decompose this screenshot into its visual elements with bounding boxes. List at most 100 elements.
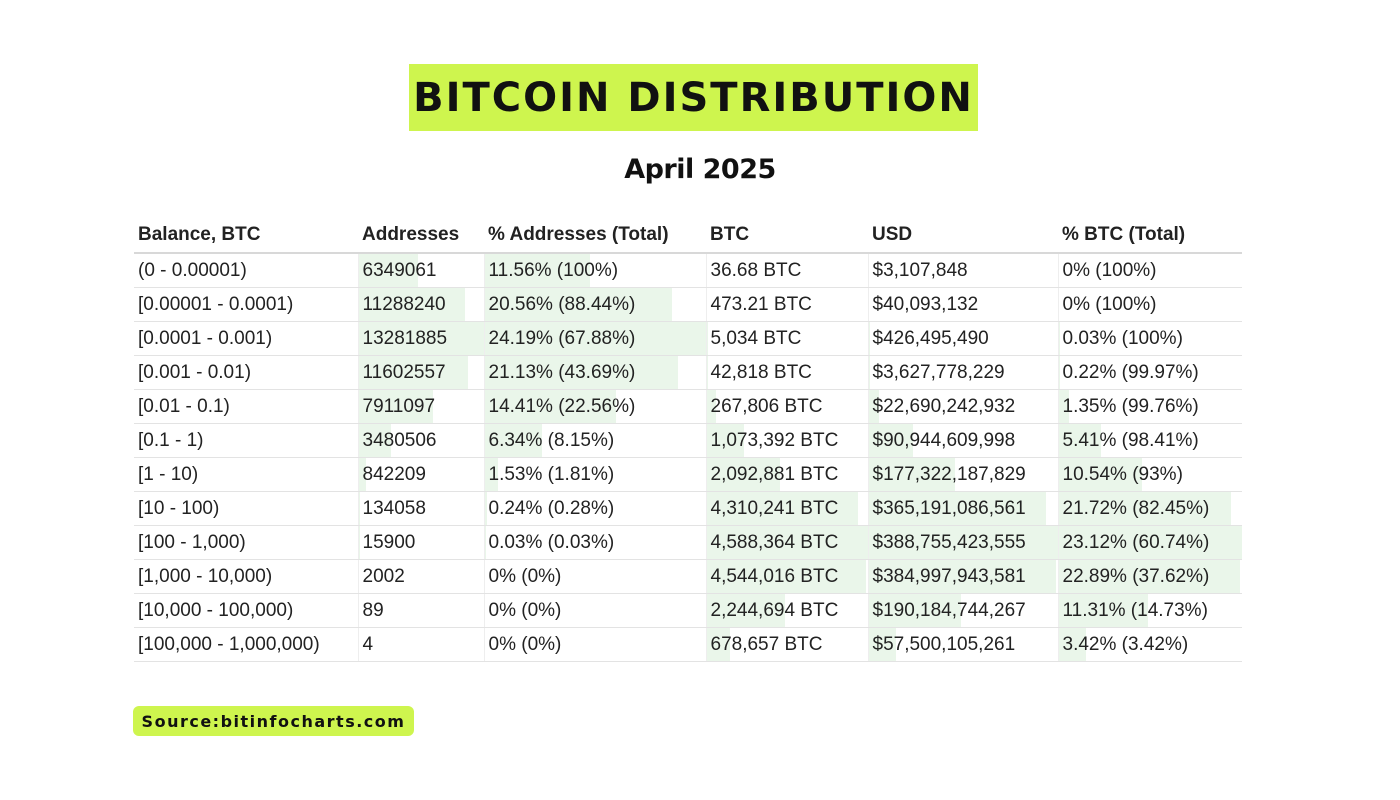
- cell-pct-addresses: 11.56% (100%): [483, 253, 706, 288]
- cell-pct-btc: 23.12% (60.74%): [1057, 525, 1242, 560]
- share-bar: [485, 254, 591, 287]
- share-bar: [1059, 560, 1241, 593]
- share-bar: [869, 390, 880, 423]
- cell-pct-addresses: 14.41% (22.56%): [483, 389, 706, 424]
- share-bar: [869, 526, 1058, 559]
- cell-pct-addresses-text: 20.56% (88.44%): [488, 293, 636, 315]
- cell-btc: 4,588,364 BTC: [705, 525, 868, 560]
- cell-balance-text: (0 - 0.00001): [138, 259, 247, 281]
- table-row: [100 - 1,000) 15900 0.03% (0.03%) 4,588,364…: [134, 525, 1242, 560]
- cell-balance-text: [100 - 1,000): [138, 531, 246, 553]
- cell-balance-text: [10,000 - 100,000): [138, 599, 294, 621]
- cell-balance-text: [1 - 10): [138, 463, 199, 485]
- column-header-pct-btc: % BTC (Total): [1058, 218, 1242, 254]
- table-row: (0 - 0.00001) 6349061 11.56% (100%) 36.68 B…: [134, 253, 1242, 288]
- share-bar: [707, 628, 731, 661]
- cell-usd: $3,107,848: [867, 253, 1058, 288]
- cell-pct-btc-text: 5.41% (98.41%): [1062, 429, 1199, 451]
- table-row: [1 - 10) 842209 1.53% (1.81%) 2,092,881 BTC…: [134, 457, 1242, 492]
- cell-addresses-text: 13281885: [362, 327, 448, 349]
- share-bar: [359, 492, 360, 525]
- cell-addresses: 4: [357, 627, 484, 662]
- cell-pct-btc-text: 0.22% (99.97%): [1062, 361, 1199, 383]
- table-row: [0.0001 - 0.001) 13281885 24.19% (67.88%) 5…: [134, 321, 1242, 356]
- cell-pct-btc: 21.72% (82.45%): [1057, 491, 1242, 526]
- cell-balance: [0.001 - 0.01): [134, 355, 358, 390]
- cell-addresses: 7911097: [357, 389, 484, 424]
- cell-pct-btc-text: 10.54% (93%): [1062, 463, 1183, 485]
- cell-usd-text: $177,322,187,829: [872, 463, 1026, 485]
- cell-usd: $190,184,744,267: [867, 593, 1058, 628]
- share-bar: [359, 424, 392, 457]
- column-header-btc: BTC: [706, 218, 868, 254]
- cell-addresses-text: 4: [362, 633, 374, 655]
- cell-balance: [10,000 - 100,000): [134, 593, 358, 628]
- cell-pct-addresses-text: 0.24% (0.28%): [488, 497, 615, 519]
- share-bar: [485, 424, 543, 457]
- cell-pct-btc: 0.03% (100%): [1057, 321, 1242, 356]
- cell-pct-btc-text: 3.42% (3.42%): [1062, 633, 1189, 655]
- cell-balance: [0.1 - 1): [134, 423, 358, 458]
- cell-usd-text: $3,107,848: [872, 259, 968, 281]
- share-bar: [869, 424, 913, 457]
- column-header-balance: Balance, BTC: [134, 218, 358, 254]
- share-bar: [485, 390, 617, 423]
- cell-balance-text: [0.00001 - 0.0001): [138, 293, 294, 315]
- share-bar: [485, 458, 499, 491]
- cell-pct-addresses: 0.24% (0.28%): [483, 491, 706, 526]
- cell-usd: $384,997,943,581: [867, 559, 1058, 594]
- table-body: (0 - 0.00001) 6349061 11.56% (100%) 36.68 B…: [134, 253, 1242, 662]
- cell-btc: 473.21 BTC: [705, 287, 868, 322]
- cell-pct-btc-text: 21.72% (82.45%): [1062, 497, 1210, 519]
- cell-usd-text: $90,944,609,998: [872, 429, 1016, 451]
- table-header-row: Balance, BTC Addresses % Addresses (Tota…: [134, 218, 1242, 254]
- cell-pct-addresses: 0% (0%): [483, 593, 706, 628]
- table-row: [0.00001 - 0.0001) 11288240 20.56% (88.44%…: [134, 287, 1242, 322]
- cell-pct-btc: 11.31% (14.73%): [1057, 593, 1242, 628]
- cell-pct-btc: 10.54% (93%): [1057, 457, 1242, 492]
- cell-addresses-text: 134058: [362, 497, 426, 519]
- cell-pct-btc-text: 0% (100%): [1062, 293, 1157, 315]
- page-title: BITCOIN DISTRIBUTION: [413, 74, 974, 121]
- cell-balance-text: [100,000 - 1,000,000): [138, 633, 320, 655]
- table-row: [100,000 - 1,000,000) 4 0% (0%) 678,657 BTC…: [134, 627, 1242, 662]
- cell-balance: [1 - 10): [134, 457, 358, 492]
- share-bar: [485, 356, 678, 389]
- cell-usd: $57,500,105,261: [867, 627, 1058, 662]
- cell-usd-text: $3,627,778,229: [872, 361, 1005, 383]
- cell-btc-text: 4,544,016 BTC: [710, 565, 839, 587]
- cell-balance-text: [0.0001 - 0.001): [138, 327, 273, 349]
- cell-pct-btc: 22.89% (37.62%): [1057, 559, 1242, 594]
- cell-addresses: 11602557: [357, 355, 484, 390]
- cell-pct-btc: 3.42% (3.42%): [1057, 627, 1242, 662]
- cell-pct-addresses-text: 0.03% (0.03%): [488, 531, 615, 553]
- share-bar: [869, 594, 961, 627]
- cell-balance: [100 - 1,000): [134, 525, 358, 560]
- cell-pct-addresses: 1.53% (1.81%): [483, 457, 706, 492]
- cell-balance-text: [1,000 - 10,000): [138, 565, 273, 587]
- share-bar: [1059, 526, 1242, 559]
- cell-usd-text: $190,184,744,267: [872, 599, 1026, 621]
- source-label: Source:bitinfocharts.com: [141, 711, 406, 731]
- cell-pct-btc: 1.35% (99.76%): [1057, 389, 1242, 424]
- share-bar: [359, 288, 465, 321]
- cell-usd: $3,627,778,229: [867, 355, 1058, 390]
- cell-pct-addresses-text: 24.19% (67.88%): [488, 327, 636, 349]
- source-badge: Source:bitinfocharts.com: [133, 706, 414, 736]
- cell-pct-addresses: 24.19% (67.88%): [483, 321, 706, 356]
- cell-addresses: 11288240: [357, 287, 484, 322]
- cell-btc: 36.68 BTC: [705, 253, 868, 288]
- share-bar: [1059, 594, 1149, 627]
- cell-btc-text: 473.21 BTC: [710, 293, 812, 315]
- distribution-table: Balance, BTC Addresses % Addresses (Tota…: [134, 218, 1242, 662]
- share-bar: [1059, 458, 1143, 491]
- cell-addresses-text: 2002: [362, 565, 405, 587]
- cell-pct-btc-text: 23.12% (60.74%): [1062, 531, 1210, 553]
- cell-usd: $388,755,423,555: [867, 525, 1058, 560]
- cell-usd: $90,944,609,998: [867, 423, 1058, 458]
- share-bar: [359, 458, 367, 491]
- cell-pct-btc: 5.41% (98.41%): [1057, 423, 1242, 458]
- cell-btc: 4,544,016 BTC: [705, 559, 868, 594]
- cell-pct-addresses: 20.56% (88.44%): [483, 287, 706, 322]
- cell-btc: 267,806 BTC: [705, 389, 868, 424]
